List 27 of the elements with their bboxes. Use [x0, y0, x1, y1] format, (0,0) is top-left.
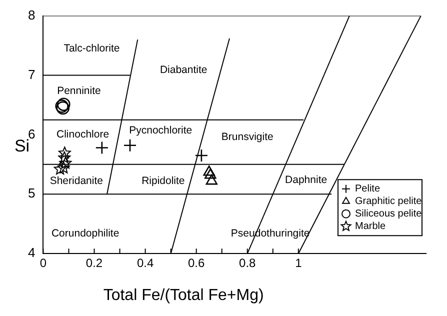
annotation: Brunsvigite	[221, 130, 274, 143]
x-tick-label: 1	[295, 256, 302, 270]
annotation: Sheridanite	[50, 174, 104, 187]
annotation: Talc-chlorite	[64, 42, 120, 54]
y-tick-label: 7	[28, 66, 36, 82]
x-tick-label: 0.2	[86, 256, 103, 270]
x-tick-label: 0.4	[136, 256, 154, 270]
y-axis-title: Si	[14, 136, 30, 156]
legend-label: Siliceous pelite	[355, 208, 422, 220]
legend-label: Marble	[355, 221, 386, 232]
x-tick-label: 0	[40, 256, 47, 270]
annotation: Pycnochlorite	[129, 124, 192, 136]
y-tick-label: 6	[28, 126, 36, 142]
annotation: Corundophilite	[51, 227, 120, 240]
legend-label: Graphitic pelite	[355, 196, 422, 208]
annotation: Daphnite	[285, 174, 328, 186]
annotation: Penninite	[57, 85, 101, 98]
y-tick-label: 4	[28, 245, 36, 260]
x-tick-label: 0.6	[188, 256, 205, 270]
x-tick-label: 0.8	[239, 256, 256, 270]
annotation: Ripidolite	[142, 174, 185, 187]
annotation: Clinochlore	[56, 128, 110, 141]
y-tick-label: 8	[28, 7, 36, 22]
x-axis-title: Total Fe/(Total Fe+Mg)	[103, 287, 264, 304]
legend-label: Pelite	[355, 184, 380, 195]
annotation: Diabantite	[160, 64, 208, 76]
y-tick-label: 5	[28, 186, 36, 201]
